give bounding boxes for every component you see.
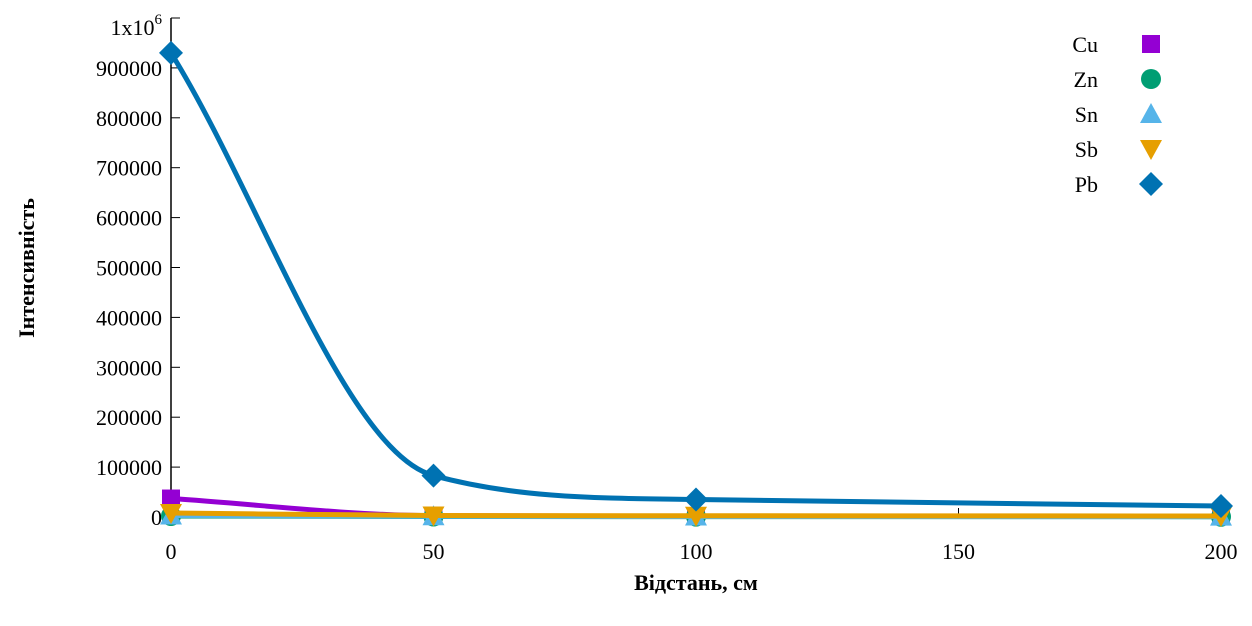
series-layer [159,40,1233,528]
y-tick-label: 700000 [96,156,162,181]
series-pb [159,40,1233,519]
data-point-pb [159,40,183,65]
series-line-pb [168,50,1224,509]
legend-item-pb: Pb [1075,172,1163,197]
y-tick-label: 800000 [96,106,162,131]
data-point-sb [422,506,445,527]
y-tick-label: 300000 [96,355,162,380]
legend-marker-cu [1142,35,1160,53]
y-top-tick-label: 1x106 [111,12,163,40]
legend-item-sb: Sb [1075,137,1162,162]
legend-marker-pb [1139,172,1163,196]
legend: Cu Zn Sn Sb Pb [1072,32,1163,197]
data-point-pb [684,487,708,512]
series-line-sb [168,510,1224,519]
legend-label: Pb [1075,172,1098,197]
y-tick-label: 500000 [96,256,162,281]
axes: 0 100000 200000 300000 400000 500000 600000 700… [96,12,1238,564]
legend-label: Zn [1074,67,1098,92]
y-tick-label: 100000 [96,455,162,480]
data-point-pb [421,463,446,488]
legend-item-zn: Zn [1074,67,1161,92]
data-point-pb [1209,494,1233,519]
data-point-sb [160,504,182,525]
y-tick-label: 900000 [96,56,162,81]
x-tick-label: 0 [166,539,177,564]
legend-marker-sb [1140,140,1162,160]
x-tick-label: 100 [680,539,713,564]
legend-item-sn: Sn [1075,102,1162,127]
y-tick-label: 200000 [96,405,162,430]
legend-item-cu: Cu [1072,32,1160,57]
x-tick-label: 200 [1205,539,1238,564]
y-axis-title: Інтенсивність [14,198,39,338]
x-axis-title: Відстань, см [634,570,758,595]
data-point-sb [685,506,707,527]
legend-label: Sb [1075,137,1098,162]
legend-marker-sn [1140,103,1162,123]
x-tick-label: 50 [423,539,445,564]
y-tick-label: 0 [151,505,162,530]
data-point-cu [162,489,180,508]
legend-label: Cu [1072,32,1098,57]
x-tick-label: 150 [942,539,975,564]
y-tick-label: 400000 [96,305,162,330]
y-tick-label: 600000 [96,206,162,231]
legend-marker-zn [1141,69,1161,89]
legend-label: Sn [1075,102,1098,127]
